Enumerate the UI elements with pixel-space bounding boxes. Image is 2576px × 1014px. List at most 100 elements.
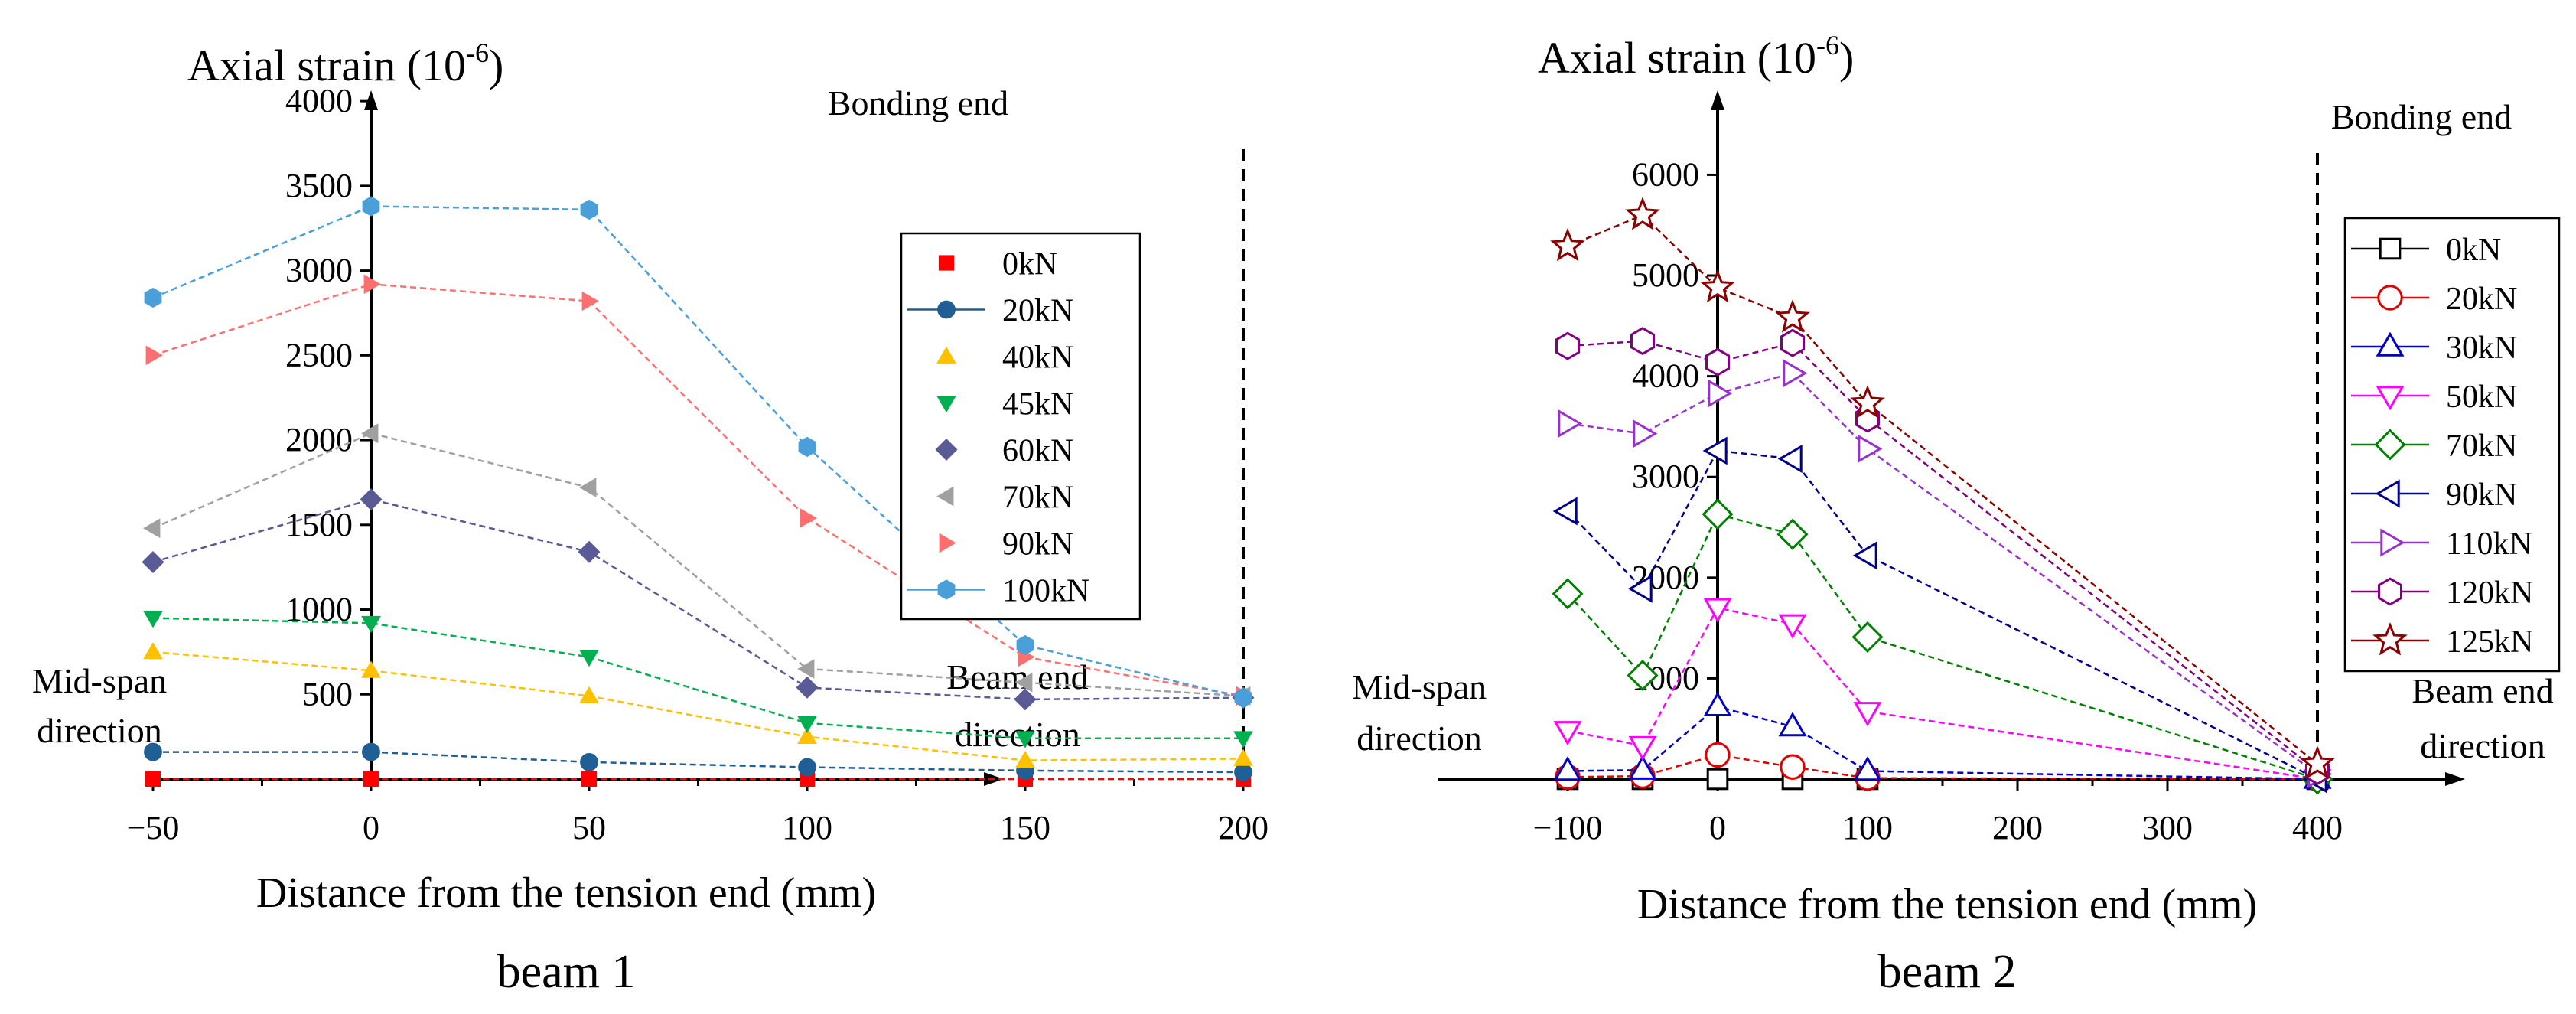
series-line	[1567, 372, 2318, 775]
data-point	[1778, 712, 1807, 737]
data-point	[1627, 574, 1653, 603]
data-point	[1628, 755, 1657, 780]
legend-label: 70kN	[1002, 481, 1073, 516]
legend-label: 20kN	[1002, 294, 1073, 329]
legend-label: 20kN	[2446, 282, 2517, 317]
data-point	[1627, 659, 1659, 692]
y-axis-arrow	[1711, 90, 1724, 110]
data-point	[797, 659, 815, 679]
legend-marker	[936, 486, 954, 507]
bonding-end-label: Bonding end	[828, 83, 1008, 122]
y-tick-label: 2500	[285, 336, 353, 373]
data-point	[1552, 497, 1578, 526]
y-tick-label: 5000	[1632, 256, 1699, 294]
y-tick-label: 2000	[285, 421, 353, 458]
chart-2: −100 0 100 200 300 40010002000300040005000600…	[1352, 30, 2561, 998]
x-tick-label: 300	[2142, 809, 2193, 846]
x-tick-label: −50	[127, 809, 180, 846]
legend-entry: 40kN	[936, 341, 1073, 376]
data-point	[362, 742, 380, 761]
data-point	[1852, 541, 1877, 570]
chart-1: −50 0 50 100 150 2005001000150020002500300035…	[32, 37, 1268, 998]
legend-entry: 90kN	[939, 527, 1073, 562]
data-point	[1234, 763, 1252, 782]
data-point	[579, 650, 599, 667]
data-point	[1553, 756, 1582, 781]
legend-entry: 125kN	[2351, 621, 2533, 660]
data-point	[1705, 742, 1731, 768]
beam-end-annotation: direction	[2420, 726, 2545, 765]
legend-label: 125kN	[2446, 624, 2533, 660]
legend-entry: 90kN	[2351, 478, 2517, 513]
legend-marker	[937, 300, 956, 319]
data-point	[142, 550, 164, 574]
data-point	[1233, 731, 1253, 748]
x-tick-label: 100	[1842, 809, 1893, 846]
legend-entry: 0kN	[938, 247, 1057, 282]
legend-label: 45kN	[1002, 387, 1073, 422]
data-point	[145, 345, 163, 366]
legend-marker	[937, 579, 956, 600]
x-tick-label: −100	[1533, 809, 1603, 846]
legend-entry: 120kN	[2351, 575, 2533, 611]
x-axis-label: Distance from the tension end (mm)	[256, 869, 876, 917]
legend-marker	[2374, 429, 2406, 461]
legend-entry: 60kN	[935, 434, 1073, 469]
series-line	[152, 498, 1244, 701]
series-100kN	[144, 196, 1252, 708]
data-point	[361, 423, 379, 444]
data-point	[145, 771, 161, 787]
data-point	[1555, 331, 1580, 360]
legend-label: 90kN	[2446, 478, 2517, 513]
x-tick-label: 200	[1992, 809, 2043, 846]
legend-marker	[2376, 386, 2405, 411]
legend-label: 0kN	[1002, 247, 1057, 282]
legend-label: 50kN	[2446, 380, 2517, 415]
data-point	[580, 199, 598, 220]
data-point	[1628, 735, 1657, 761]
data-point	[797, 726, 817, 744]
data-point	[1703, 691, 1732, 716]
y-tick-label: 6000	[1632, 155, 1699, 193]
data-point	[1850, 385, 1885, 419]
series-30kN	[1553, 691, 2332, 789]
data-point	[1702, 436, 1728, 465]
data-point	[144, 742, 162, 761]
data-point	[1858, 434, 1883, 463]
y-tick-label: 4000	[1632, 357, 1699, 395]
x-tick-label: 100	[782, 809, 832, 846]
data-point	[1702, 498, 1734, 530]
data-point	[1708, 379, 1733, 408]
legend-entry: 50kN	[2351, 380, 2517, 415]
legend-marker	[2378, 577, 2402, 606]
data-point	[1780, 754, 1806, 780]
legend-marker	[2376, 331, 2405, 357]
legend-label: 0kN	[2446, 233, 2501, 268]
legend-marker	[939, 533, 956, 553]
data-point	[579, 686, 599, 703]
data-point	[1700, 269, 1735, 303]
legend-marker	[2380, 528, 2405, 557]
data-point	[143, 611, 163, 628]
legend-entry: 20kN	[907, 294, 1073, 329]
data-point	[581, 771, 598, 787]
mid-span-annotation: Mid-span	[32, 661, 167, 700]
legend-marker	[2375, 479, 2400, 508]
data-point	[1778, 614, 1807, 639]
series-line	[1567, 449, 2318, 781]
legend-entry: 110kN	[2351, 527, 2532, 562]
data-point	[144, 287, 162, 308]
x-tick-label: 50	[572, 809, 606, 846]
data-point	[1015, 731, 1035, 748]
legend-marker	[936, 396, 956, 413]
data-point	[361, 660, 381, 678]
data-point	[1234, 687, 1252, 708]
series-40kN	[143, 642, 1253, 768]
y-tick-label: 500	[302, 675, 353, 712]
series-line	[152, 617, 1243, 740]
legend-marker	[936, 346, 956, 364]
series-line	[1567, 340, 2318, 772]
legend-label: 40kN	[1002, 341, 1073, 376]
bonding-end-label: Bonding end	[2331, 97, 2512, 136]
y-tick-label: 3500	[285, 167, 353, 204]
